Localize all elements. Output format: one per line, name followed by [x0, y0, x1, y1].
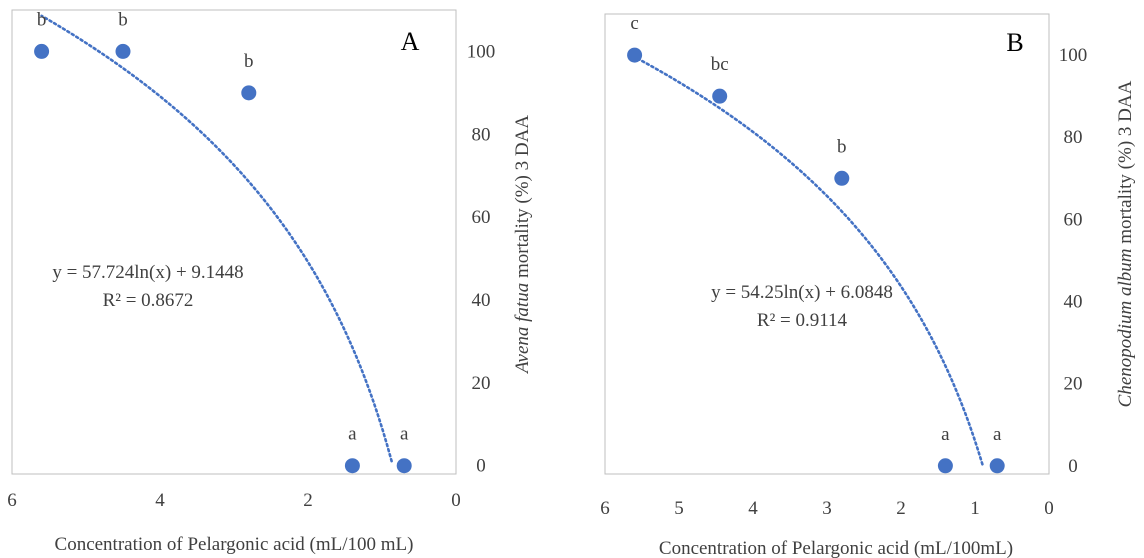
- y-tick-label: 0: [476, 456, 486, 477]
- x-tick-label: 6: [600, 498, 610, 519]
- data-point: [344, 458, 360, 474]
- y-tick-label: 60: [1064, 209, 1083, 230]
- significance-letter: b: [37, 9, 47, 30]
- significance-letter: a: [993, 424, 1002, 445]
- data-point: [34, 43, 50, 59]
- x-tick-label: 0: [451, 490, 461, 511]
- x-tick-label: 2: [896, 498, 906, 519]
- y-axis-label-text: mortality (%) 3 DAA: [1115, 80, 1136, 248]
- panel-label: B: [1006, 28, 1023, 57]
- data-point: [627, 47, 643, 63]
- y-tick-label: 40: [472, 290, 491, 311]
- x-tick-label: 1: [970, 498, 980, 519]
- significance-letter: b: [118, 9, 128, 30]
- y-tick-label: 60: [472, 207, 491, 228]
- data-point: [396, 458, 412, 474]
- data-point: [834, 170, 850, 186]
- trendline-equation: y = 54.25ln(x) + 6.0848: [711, 282, 893, 303]
- significance-letter: b: [244, 51, 254, 72]
- y-tick-label: 20: [472, 373, 491, 394]
- panel-label: A: [401, 27, 420, 56]
- y-tick-label: 100: [1059, 45, 1088, 66]
- y-tick-label: 40: [1064, 292, 1083, 313]
- x-tick-label: 3: [822, 498, 832, 519]
- y-tick-label: 100: [467, 41, 496, 62]
- y-tick-label: 0: [1068, 456, 1078, 477]
- data-point: [937, 458, 953, 474]
- r-squared: R² = 0.9114: [757, 310, 848, 331]
- x-tick-label: 6: [7, 490, 17, 511]
- significance-letter: b: [837, 136, 847, 157]
- trendline: [40, 14, 393, 463]
- r-squared: R² = 0.8672: [103, 290, 194, 311]
- significance-letter: a: [348, 424, 357, 445]
- x-tick-label: 4: [155, 490, 165, 511]
- y-axis-label: Chenopodium album mortality (%) 3 DAA: [1115, 80, 1136, 407]
- y-axis-label: Avena fatua mortality (%) 3 DAA: [512, 115, 533, 375]
- x-axis-label: Concentration of Pelargonic acid (mL/100…: [55, 534, 414, 555]
- data-point: [115, 43, 131, 59]
- x-tick-label: 4: [748, 498, 758, 519]
- significance-letter: a: [941, 424, 950, 445]
- plot-area-border: [604, 13, 1050, 475]
- x-axis-label: Concentration of Pelargonic acid (mL/100…: [659, 538, 1013, 558]
- y-axis-label-species: Avena fatua: [512, 283, 533, 375]
- significance-letter: a: [400, 424, 409, 445]
- y-axis-label-text: mortality (%) 3 DAA: [512, 115, 533, 283]
- y-tick-label: 80: [472, 124, 491, 145]
- significance-letter: bc: [711, 54, 729, 75]
- data-point: [241, 85, 257, 101]
- x-tick-label: 0: [1044, 498, 1054, 519]
- data-point: [712, 88, 728, 104]
- trendline-equation: y = 57.724ln(x) + 9.1448: [52, 262, 243, 283]
- x-tick-label: 2: [303, 490, 313, 511]
- data-point: [989, 458, 1005, 474]
- y-tick-label: 80: [1064, 127, 1083, 148]
- plot-area-border: [11, 9, 457, 475]
- y-axis-label-species: Chenopodium album: [1115, 248, 1136, 407]
- x-tick-label: 5: [674, 498, 684, 519]
- trendline: [633, 55, 984, 466]
- y-tick-label: 20: [1064, 374, 1083, 395]
- significance-letter: c: [630, 13, 638, 34]
